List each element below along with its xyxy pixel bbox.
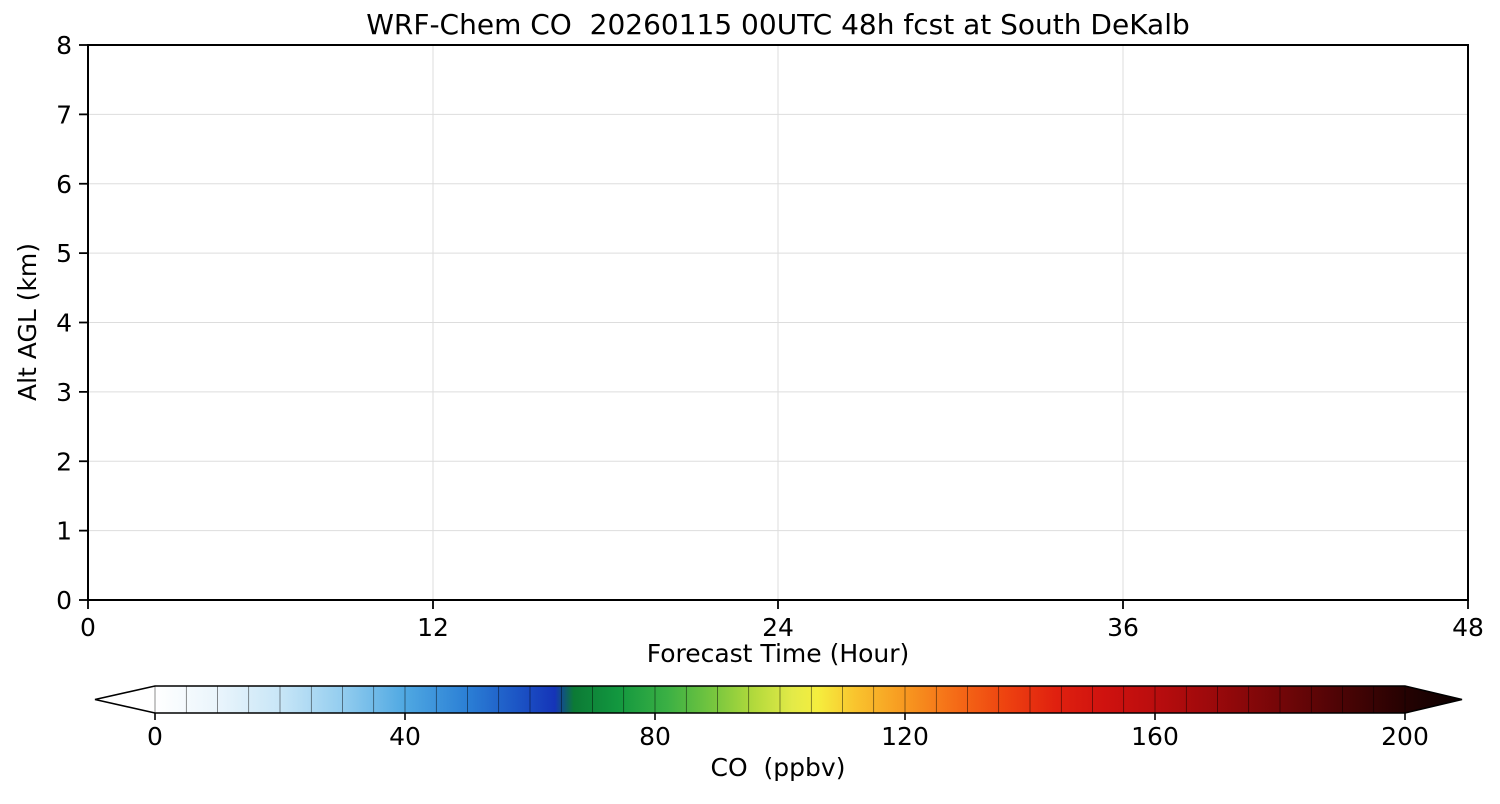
- y-tick-label: 5: [56, 239, 72, 268]
- y-tick-label: 0: [56, 586, 72, 615]
- x-tick-label: 24: [762, 613, 794, 642]
- x-tick-label: 48: [1452, 613, 1484, 642]
- y-tick-label: 4: [56, 309, 72, 338]
- x-axis-label: Forecast Time (Hour): [647, 639, 910, 668]
- colorbar-tick-label: 80: [639, 722, 671, 751]
- y-tick-label: 2: [56, 447, 72, 476]
- colorbar-tick-label: 200: [1381, 722, 1429, 751]
- x-tick-label: 12: [417, 613, 449, 642]
- x-tick-label: 0: [80, 613, 96, 642]
- colorbar: 0 40 80 120 160 200: [94, 685, 1463, 751]
- chart-title: WRF-Chem CO 20260115 00UTC 48h fcst at S…: [366, 8, 1190, 41]
- colorbar-gradient: [95, 686, 1462, 713]
- y-tick-label: 3: [56, 378, 72, 407]
- colorbar-label: CO (ppbv): [711, 753, 846, 782]
- y-tick-label: 1: [56, 517, 72, 546]
- x-tick-label: 36: [1107, 613, 1139, 642]
- colorbar-tick-label: 0: [147, 722, 163, 751]
- colorbar-tick-label: 160: [1131, 722, 1179, 751]
- y-tick-label: 6: [56, 170, 72, 199]
- colorbar-tick-label: 40: [389, 722, 421, 751]
- y-axis-label: Alt AGL (km): [13, 243, 42, 401]
- colorbar-tick-label: 120: [881, 722, 929, 751]
- y-tick-label: 7: [56, 100, 72, 129]
- y-tick-label: 8: [56, 31, 72, 60]
